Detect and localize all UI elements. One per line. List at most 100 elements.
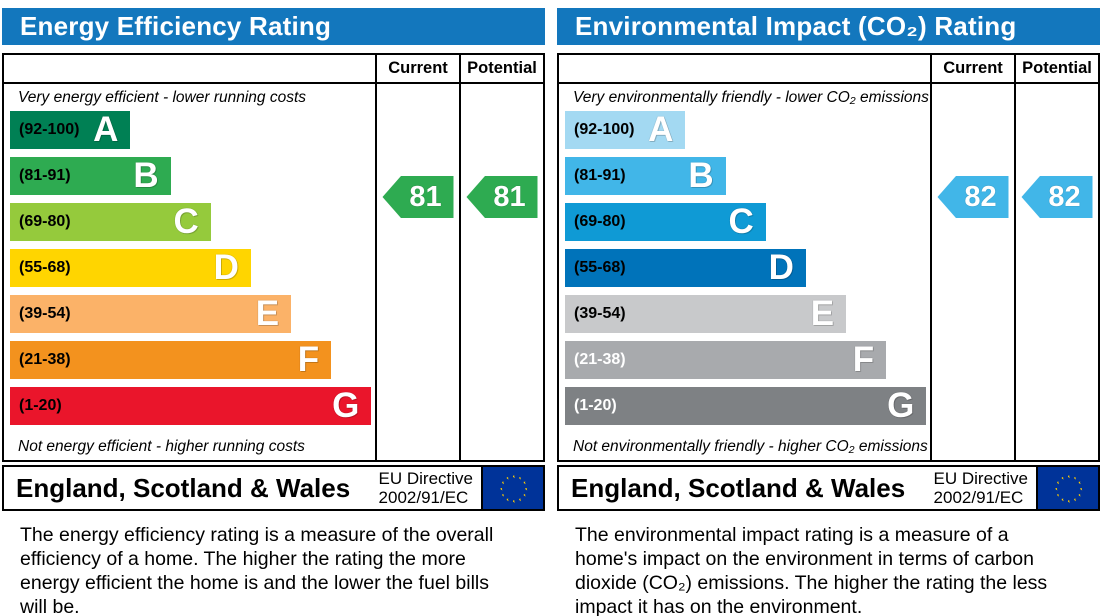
current-rating-arrow: 81 [382, 176, 454, 218]
band-letter: B [688, 156, 714, 195]
energy-panel-description: The energy efficiency rating is a measur… [20, 524, 494, 616]
potential-rating-value: 81 [493, 180, 526, 213]
band-letter: D [768, 248, 794, 287]
footer-region-label: England, Scotland & Wales [571, 472, 906, 503]
panel-title-text: Environmental Impact (CO₂) Rating [575, 11, 1017, 41]
band-row-a: (92-100) A [565, 111, 930, 157]
band-letter: A [93, 110, 119, 149]
eu-flag-icon [1036, 467, 1098, 509]
current-rating-arrow: 82 [937, 176, 1009, 218]
band-letter: E [255, 294, 280, 333]
band-row-g: (1-20) G [10, 387, 375, 433]
band-letter: F [297, 340, 320, 379]
band-b: (81-91) B [565, 157, 726, 195]
band-row-a: (92-100) A [10, 111, 375, 157]
table-header-row: Current Potential [559, 55, 1098, 84]
band-range-label: (55-68) [19, 259, 71, 276]
table-corner-cell [4, 55, 375, 82]
band-c: (69-80) C [565, 203, 766, 241]
environmental-impact-panel: Environmental Impact (CO₂) Rating Curren… [557, 8, 1100, 616]
band-d: (55-68) D [10, 249, 251, 287]
band-range-label: (21-38) [574, 351, 626, 368]
band-letter: C [173, 202, 199, 241]
band-range-label: (81-91) [19, 167, 71, 184]
band-b: (81-91) B [10, 157, 171, 195]
band-f: (21-38) F [565, 340, 887, 379]
environmental-panel-title: Environmental Impact (CO₂) Rating [557, 8, 1100, 45]
band-row-e: (39-54) E [10, 295, 375, 341]
band-range-label: (1-20) [574, 397, 617, 414]
current-column-header: Current [375, 55, 459, 82]
band-d: (55-68) D [565, 249, 806, 287]
table-corner-cell [559, 55, 930, 82]
potential-rating-arrow: 82 [1021, 176, 1093, 218]
band-g: (1-20) G [565, 386, 927, 425]
band-range-label: (21-38) [19, 351, 71, 368]
band-f: (21-38) F [10, 340, 332, 379]
band-range-label: (81-91) [574, 167, 626, 184]
bottom-caption: Not energy efficient - higher running co… [18, 437, 305, 455]
band-range-label: (69-80) [574, 213, 626, 230]
environmental-rating-table: Current Potential Very environmentally f… [557, 53, 1100, 462]
energy-rating-table: Current Potential Very energy efficient … [2, 53, 545, 462]
potential-rating-column: 82 [1014, 84, 1098, 460]
band-row-d: (55-68) D [10, 249, 375, 295]
band-letter: D [213, 248, 239, 287]
band-row-d: (55-68) D [565, 249, 930, 295]
band-row-c: (69-80) C [10, 203, 375, 249]
energy-efficiency-panel: Energy Efficiency Rating Current Potenti… [2, 8, 545, 616]
top-caption: Very environmentally friendly - lower CO… [573, 88, 929, 106]
current-rating-value: 82 [964, 180, 997, 213]
environmental-panel-description: The environmental impact rating is a mea… [575, 524, 1048, 616]
band-letter: F [852, 340, 875, 379]
eu-directive-label: EU Directive 2002/91/EC [378, 469, 473, 507]
band-letter: B [133, 156, 159, 195]
band-letter: G [887, 386, 915, 425]
band-g: (1-20) G [10, 386, 372, 425]
environmental-panel-footer: England, Scotland & Wales EU Directive 2… [557, 465, 1100, 511]
band-row-e: (39-54) E [565, 295, 930, 341]
band-range-label: (39-54) [574, 305, 626, 322]
current-rating-column: 82 [930, 84, 1014, 460]
band-row-b: (81-91) B [565, 157, 930, 203]
band-range-label: (69-80) [19, 213, 71, 230]
table-body: Very environmentally friendly - lower CO… [559, 84, 1098, 460]
band-range-label: (92-100) [574, 121, 635, 138]
band-a: (92-100) A [565, 110, 686, 149]
band-letter: G [332, 386, 360, 425]
band-range-label: (39-54) [19, 305, 71, 322]
potential-rating-arrow: 81 [466, 176, 538, 218]
footer-region-label: England, Scotland & Wales [16, 472, 351, 503]
band-row-f: (21-38) F [565, 341, 930, 387]
table-header-row: Current Potential [4, 55, 543, 84]
band-row-f: (21-38) F [10, 341, 375, 387]
current-rating-column: 81 [375, 84, 459, 460]
band-letter: A [648, 110, 674, 149]
band-row-g: (1-20) G [565, 387, 930, 433]
band-e: (39-54) E [565, 294, 847, 333]
potential-rating-value: 82 [1048, 180, 1081, 213]
current-column-header: Current [930, 55, 1014, 82]
band-range-label: (1-20) [19, 397, 62, 414]
potential-rating-column: 81 [459, 84, 543, 460]
band-row-c: (69-80) C [565, 203, 930, 249]
top-caption: Very energy efficient - lower running co… [18, 88, 307, 106]
potential-column-header: Potential [459, 55, 543, 82]
eu-flag-icon [481, 467, 543, 509]
bottom-caption: Not environmentally friendly - higher CO… [573, 437, 928, 455]
energy-panel-title: Energy Efficiency Rating [2, 8, 545, 45]
environmental-band-chart: Very environmentally friendly - lower CO… [559, 84, 930, 460]
table-body: Very energy efficient - lower running co… [4, 84, 543, 460]
eu-directive-label: EU Directive 2002/91/EC [933, 469, 1028, 507]
current-rating-value: 81 [409, 180, 442, 213]
band-a: (92-100) A [10, 110, 131, 149]
band-letter: C [728, 202, 754, 241]
potential-column-header: Potential [1014, 55, 1098, 82]
band-e: (39-54) E [10, 294, 292, 333]
band-range-label: (92-100) [19, 121, 80, 138]
band-letter: E [810, 294, 835, 333]
band-range-label: (55-68) [574, 259, 626, 276]
band-row-b: (81-91) B [10, 157, 375, 203]
energy-panel-footer: England, Scotland & Wales EU Directive 2… [2, 465, 545, 511]
